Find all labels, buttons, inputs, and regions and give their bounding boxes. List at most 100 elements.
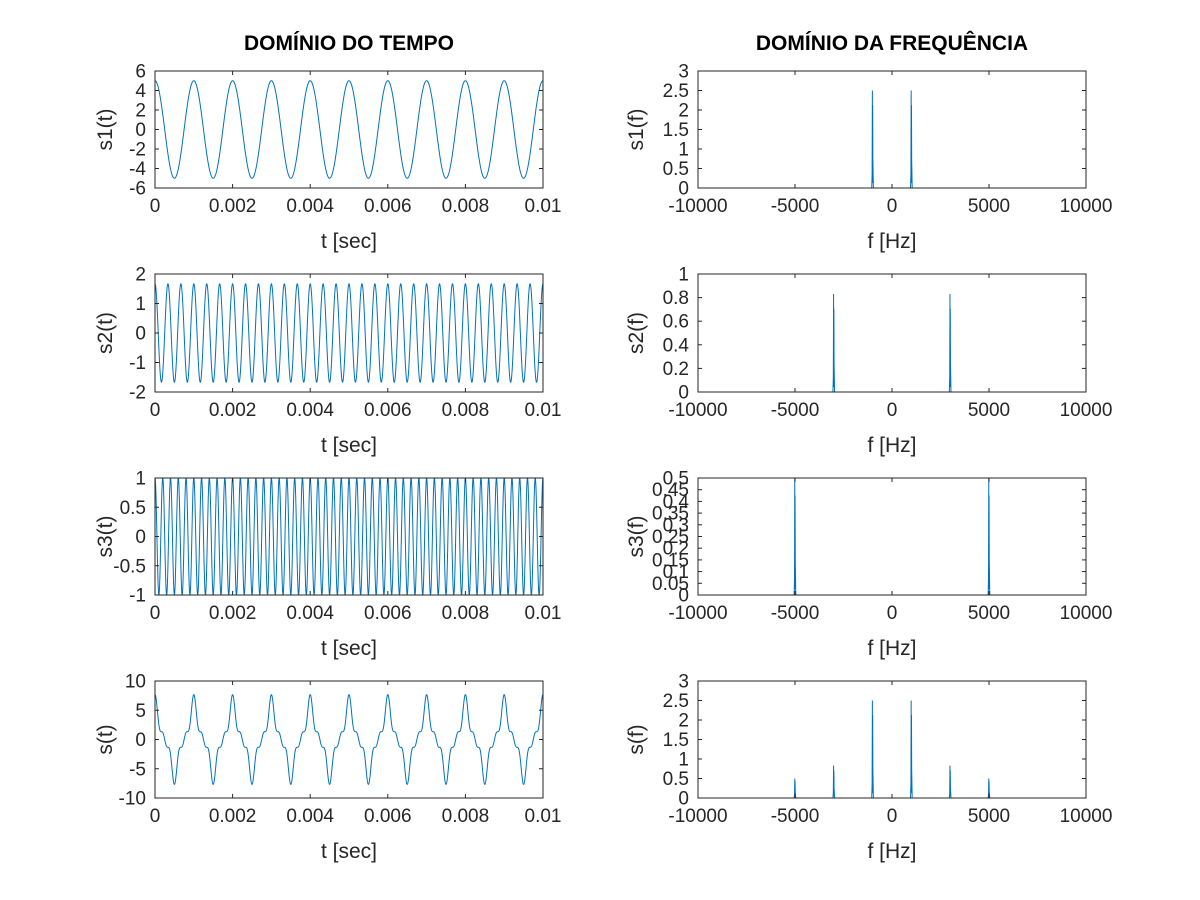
axes-box-s1f [697,70,1087,189]
x-tick-label: -10000 [668,603,727,624]
subplot-s2f: -10000 -5000 0 5000 10000 0 0.2 0.40.6 0.81 f [Hz… [625,265,1112,458]
x-tick-label: 0.006 [364,196,412,217]
x-tick-label: 0.006 [364,806,412,827]
x-tick-label: 0.004 [286,196,334,217]
x-tick-label: 0.008 [442,400,490,421]
x-tick-label: 0.008 [442,196,490,217]
y-tick-label: 10 [125,672,146,693]
x-tick-label: 0 [887,806,898,827]
y-tick-label: 0.2 [663,359,689,380]
y-tick-label: -10 [119,789,146,810]
y-tick-label: 2.5 [663,691,689,712]
time-domain-title: DOMÍNIO DO TEMPO [244,32,454,55]
x-tick-label: 0.01 [525,806,562,827]
x-tick-label: 10000 [1060,196,1113,217]
x-tick-label: 0.004 [286,806,334,827]
subplot-s2t: 0 0.002 0.004 0.006 0.008 0.01 -2 -1 0 1 2 t [sec] s… [94,265,561,458]
x-tick-label: 0.004 [286,603,334,624]
x-tick-label: 10000 [1060,806,1113,827]
y-tick-label: -4 [129,159,146,180]
y-tick-label: 0.25 [652,527,689,548]
y-axis-label: s3(t) [94,516,117,558]
x-tick-label: 0.008 [442,806,490,827]
x-tick-label: 10000 [1060,400,1113,421]
y-tick-label: 0.4 [663,335,690,356]
x-tick-label: 5000 [968,806,1010,827]
axes-box-st [154,680,544,799]
y-tick-label: -0.5 [113,556,146,577]
x-tick-label: 0.01 [525,400,562,421]
y-tick-label: 0.5 [120,498,146,519]
x-tick-label: 0.008 [442,603,490,624]
y-tick-label: -1 [129,586,146,607]
y-axis-label: s(f) [625,724,648,754]
x-axis-label: f [Hz] [867,637,916,660]
x-axis-label: f [Hz] [867,840,916,863]
series-line-s3t [155,478,543,595]
axes-box-s1t [154,70,544,189]
x-tick-label: 0 [150,400,161,421]
x-axis-label: t [sec] [321,230,377,253]
axes-box-s3f [697,477,1087,596]
y-tick-label: -6 [129,179,146,200]
y-tick-label: 1.5 [663,730,689,751]
x-tick-label: 0 [887,196,898,217]
y-tick-label: 2.5 [663,81,689,102]
x-axis-label: t [sec] [321,637,377,660]
y-tick-label: 3 [678,672,689,693]
series-line-s2f [698,294,1086,392]
y-tick-label: 0 [135,324,146,345]
y-tick-label: 2 [135,101,146,122]
x-tick-label: -10000 [668,400,727,421]
subplot-st: 0 0.002 0.004 0.006 0.008 0.01 -10 -5 0 5 10 t [sec… [94,672,561,864]
x-axis-label: t [sec] [321,434,377,457]
y-axis-label: s(t) [94,724,117,754]
y-axis-label: s1(t) [94,109,117,151]
x-tick-label: 0.006 [364,400,412,421]
axes-box-s2t [154,273,544,393]
y-tick-label: 0 [135,120,146,141]
x-tick-label: 0 [150,196,161,217]
y-tick-label: 3 [678,62,689,83]
x-tick-label: 0.01 [525,196,562,217]
y-tick-label: 0.35 [652,504,689,525]
y-tick-label: 0.4 [663,492,690,513]
y-tick-label: 0 [135,730,146,751]
y-tick-label: 6 [135,62,146,83]
x-tick-label: 0 [887,400,898,421]
x-tick-label: 10000 [1060,603,1113,624]
axes-box-s2f [697,273,1087,393]
y-tick-label: 0 [678,586,689,607]
y-tick-label: 1 [135,469,146,490]
axes-box-s3t [154,477,544,596]
y-tick-label: 2 [678,711,689,732]
frequency-domain-title: DOMÍNIO DA FREQUÊNCIA [756,31,1028,55]
y-tick-label: 5 [135,701,146,722]
y-tick-label: 1.5 [663,120,689,141]
y-axis-label: s2(t) [94,312,117,354]
y-axis-label: s3(f) [625,516,648,558]
y-tick-label: -2 [129,383,146,404]
y-tick-label: 0.5 [663,769,689,790]
x-tick-label: 0 [150,603,161,624]
x-tick-label: 0 [887,603,898,624]
x-tick-label: -5000 [771,806,820,827]
series-line-sf [698,700,1086,798]
x-tick-label: 0.002 [209,806,257,827]
subplot-s3t: 0 0.002 0.004 0.006 0.008 0.01 -1 -0.5 0 0.5 1 t [s… [94,469,561,661]
series-line-s1f [698,90,1086,188]
y-axis-label: s1(f) [625,109,648,151]
y-tick-label: 2 [135,265,146,286]
y-tick-label: 1 [678,265,689,286]
y-tick-label: 4 [135,81,146,102]
x-tick-label: -5000 [771,603,820,624]
series-line-st [155,694,543,785]
x-tick-label: 0.002 [209,603,257,624]
y-tick-label: 0.1 [663,562,689,583]
y-tick-label: 1 [135,294,146,315]
x-tick-label: -10000 [668,196,727,217]
